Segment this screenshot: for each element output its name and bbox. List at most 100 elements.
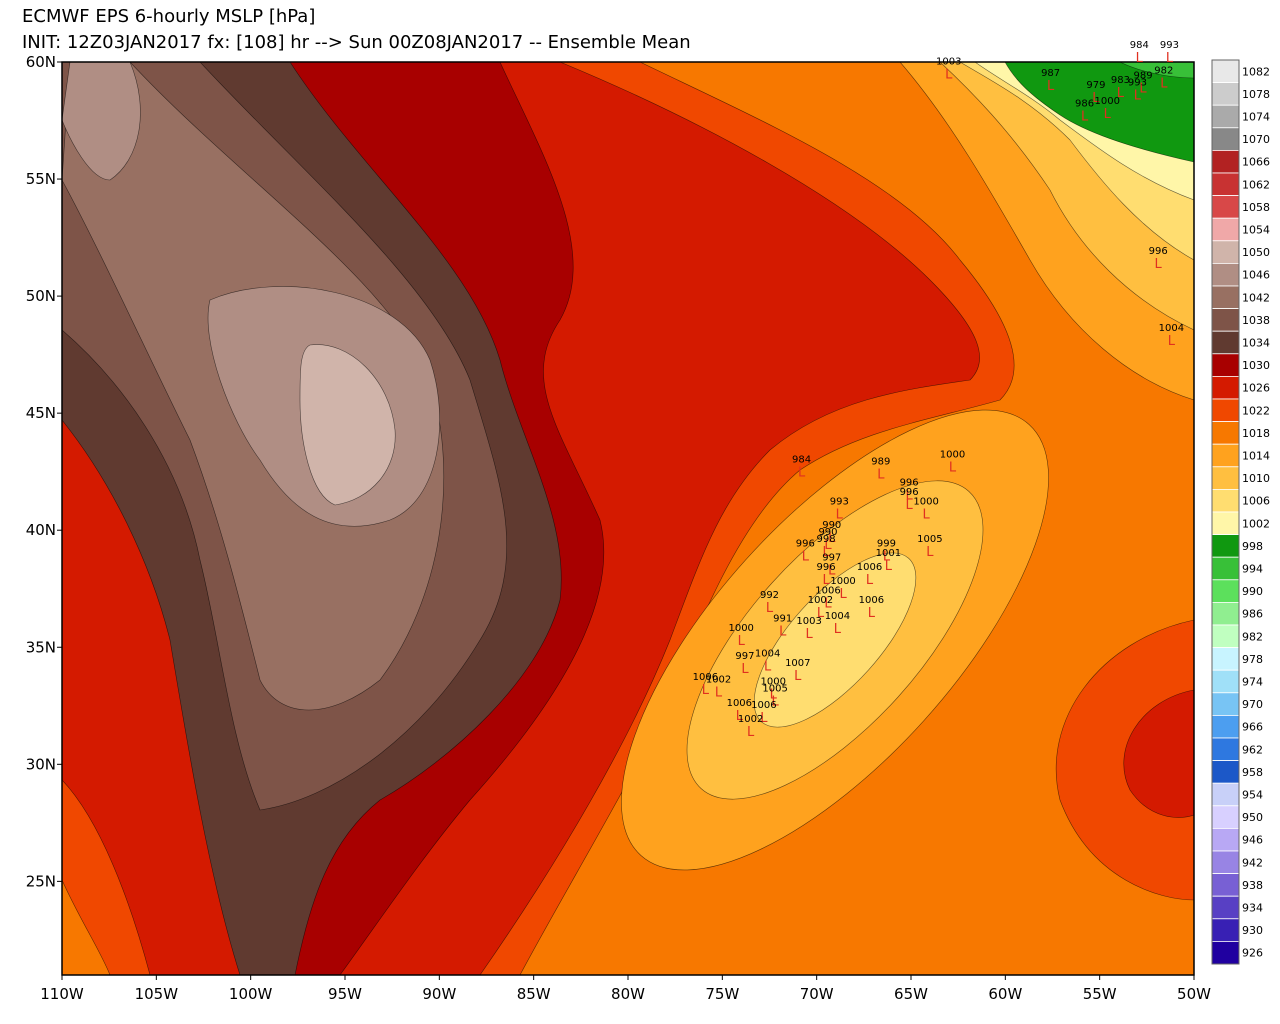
x-tick-label: 110W <box>40 985 84 1003</box>
low-symbol: L <box>824 596 832 611</box>
low-symbol: L <box>905 498 913 513</box>
colorbar-swatch <box>1211 511 1240 536</box>
low-value: 1007 <box>785 658 810 669</box>
low-symbol: L <box>817 606 825 621</box>
low-value: 996 <box>900 487 919 498</box>
colorbar-label: 978 <box>1242 653 1263 666</box>
pressure-region <box>62 419 241 975</box>
low-value: 986 <box>1075 98 1094 109</box>
x-tick-label: 75W <box>705 985 739 1003</box>
low-symbol: L <box>1081 109 1089 124</box>
colorbar-label: 1010 <box>1242 472 1270 485</box>
low-value: 1003 <box>796 616 821 627</box>
low-symbol: L <box>736 709 744 724</box>
pressure-region <box>62 62 141 181</box>
low-value: 993 <box>830 496 849 507</box>
colorbar-label: 1062 <box>1242 178 1270 191</box>
low-value: 1006 <box>727 698 752 709</box>
colorbar-label: 1030 <box>1242 359 1270 372</box>
low-symbol: L <box>945 67 953 82</box>
low-symbol: L <box>883 550 891 565</box>
low-value: 1003 <box>936 56 961 67</box>
colorbar-label: 1070 <box>1242 133 1270 146</box>
colorbar-label: 1054 <box>1242 224 1270 237</box>
colorbar-swatch <box>1211 624 1240 649</box>
low-value: 996 <box>900 478 919 489</box>
colorbar-swatch <box>1211 850 1240 875</box>
colorbar-label: 998 <box>1242 540 1263 553</box>
x-tick-label: 70W <box>800 985 834 1003</box>
colorbar-swatch <box>1211 443 1240 468</box>
low-value: 997 <box>735 651 754 662</box>
colorbar-swatch <box>1211 895 1240 920</box>
colorbar-label: 1026 <box>1242 382 1270 395</box>
pressure-region <box>1123 689 1194 818</box>
colorbar-swatch <box>1211 308 1240 332</box>
low-symbol: L <box>1104 107 1112 122</box>
colorbar-label: 970 <box>1242 698 1263 711</box>
colorbar-label: 994 <box>1242 563 1263 576</box>
x-tick-label: 65W <box>894 985 928 1003</box>
colorbar-swatch <box>1211 692 1240 716</box>
colorbar-label: 938 <box>1242 879 1263 892</box>
low-value: 1000 <box>830 576 855 587</box>
colorbar-swatch <box>1211 104 1240 129</box>
low-value: 983 <box>1111 75 1130 86</box>
low-symbol: L <box>805 627 813 642</box>
low-symbol: L <box>822 545 830 560</box>
colorbar-label: 982 <box>1242 630 1263 643</box>
low-value: 1006 <box>693 672 718 683</box>
pressure-region <box>1004 62 1194 163</box>
y-tick-label: 60N <box>26 53 56 71</box>
low-value: 1002 <box>738 714 763 725</box>
low-symbol: L <box>766 601 774 616</box>
colorbar-swatch <box>1211 59 1240 84</box>
low-symbol: L <box>868 606 876 621</box>
y-tick-label: 40N <box>26 521 56 539</box>
colorbar-label: 1066 <box>1242 156 1270 169</box>
low-symbol: L <box>1139 81 1147 96</box>
low-symbol: L <box>905 489 913 504</box>
y-tick-label: 30N <box>26 755 56 773</box>
low-value: 984 <box>1130 40 1149 51</box>
low-symbol: L <box>798 465 806 480</box>
colorbar-swatch <box>1211 782 1240 807</box>
colorbar-label: 1038 <box>1242 314 1270 327</box>
low-symbol: L <box>738 634 746 649</box>
colorbar-swatch <box>1211 421 1240 445</box>
low-value: 996 <box>1149 246 1168 257</box>
low-symbol: L <box>1136 51 1144 66</box>
low-symbol: L <box>885 559 893 574</box>
low-value: 1000 <box>1094 96 1119 107</box>
low-symbol: L <box>1166 51 1174 66</box>
axes: 110W 105W 100W 95W 90W 85W 80W 75W 70W 65W 60W 55W 5… <box>26 53 1211 1003</box>
colorbar-swatch <box>1211 805 1240 829</box>
low-symbol: L <box>794 669 802 684</box>
low-value: 1004 <box>755 649 780 660</box>
colorbar-label: 966 <box>1242 721 1263 734</box>
low-value: 990 <box>818 527 837 538</box>
low-symbol: L <box>949 461 957 476</box>
low-value: 1004 <box>825 611 850 622</box>
low-symbol: L <box>828 531 836 546</box>
pressure-field <box>62 62 1194 975</box>
low-value: 996 <box>796 539 815 550</box>
low-value: 979 <box>1086 80 1105 91</box>
pressure-region <box>753 552 917 728</box>
low-symbol: L <box>836 507 844 522</box>
colorbar-label: 974 <box>1242 676 1263 689</box>
low-symbol: L <box>822 573 830 588</box>
x-tick-label: 90W <box>422 985 456 1003</box>
low-value: 1005 <box>917 534 942 545</box>
colorbar-swatch <box>1211 172 1240 197</box>
colorbar-label: 1006 <box>1242 495 1270 508</box>
colorbar-swatch <box>1211 760 1240 784</box>
low-symbol: L <box>779 625 787 640</box>
colorbar-label: 1022 <box>1242 404 1270 417</box>
low-value: 991 <box>773 614 792 625</box>
low-value: 989 <box>871 457 890 468</box>
colorbar-swatch <box>1211 488 1240 513</box>
pressure-region <box>299 344 396 506</box>
colorbar-label: 946 <box>1242 834 1263 847</box>
low-value: 982 <box>1154 66 1173 77</box>
